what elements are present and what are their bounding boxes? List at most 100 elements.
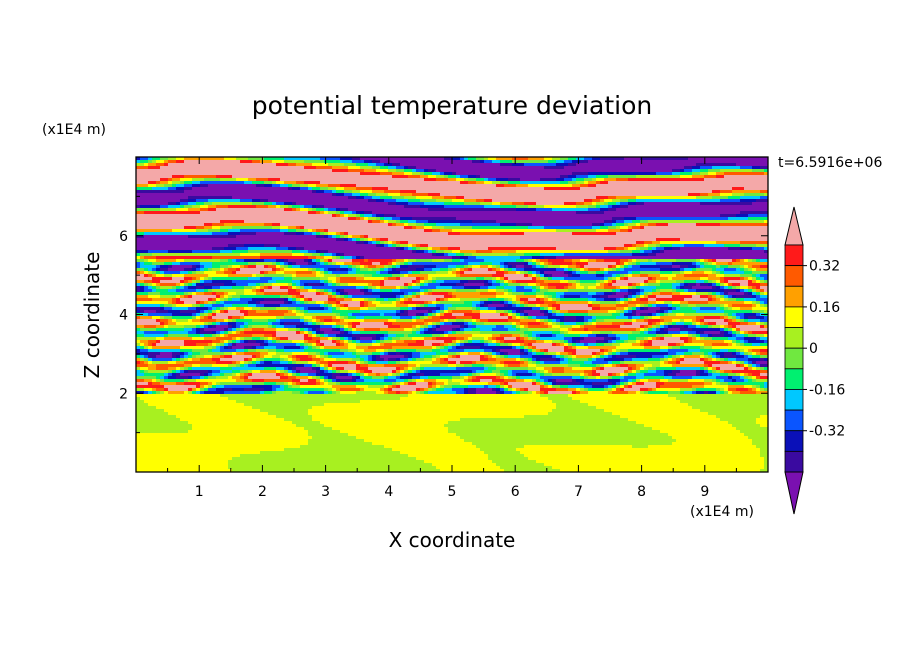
field-cell (588, 229, 593, 233)
field-cell (620, 199, 625, 203)
field-cell (624, 160, 629, 164)
field-cell (628, 193, 633, 197)
field-cell (388, 235, 393, 239)
field-cell (760, 175, 765, 179)
field-cell (404, 232, 409, 236)
field-cell (436, 235, 441, 239)
field-cell (460, 220, 465, 224)
field-cell (208, 226, 213, 230)
field-cell (192, 226, 197, 230)
field-cell (208, 250, 213, 254)
field-cell (432, 238, 437, 242)
field-cell (456, 169, 461, 173)
field-cell (404, 235, 409, 239)
field-cell (288, 160, 293, 164)
field-cell (656, 208, 661, 212)
field-cell (680, 202, 685, 206)
field-cell (200, 247, 205, 251)
field-cell (588, 208, 593, 212)
field-cell (176, 205, 181, 209)
field-cell (312, 184, 317, 188)
field-cell (168, 223, 173, 227)
field-cell (452, 211, 457, 215)
field-cell (588, 214, 593, 218)
field-cell (712, 214, 717, 218)
field-cell (408, 166, 413, 170)
field-cell (228, 178, 233, 182)
field-cell (336, 169, 341, 173)
field-cell (276, 235, 281, 239)
field-cell (504, 190, 509, 194)
field-cell (584, 181, 589, 185)
field-cell (368, 178, 373, 182)
field-cell (364, 238, 369, 242)
field-cell (680, 166, 685, 170)
field-cell (376, 205, 381, 209)
field-cell (688, 163, 693, 167)
field-cell (456, 250, 461, 254)
field-cell (500, 190, 505, 194)
field-cell (256, 166, 261, 170)
field-cell (660, 241, 665, 245)
field-cell (756, 202, 761, 206)
field-cell (180, 157, 185, 161)
field-cell (152, 184, 157, 188)
field-cell (320, 205, 325, 209)
field-cell (520, 238, 525, 242)
field-cell (272, 190, 277, 194)
field-cell (412, 223, 417, 227)
field-cell (592, 241, 597, 245)
field-cell (376, 163, 381, 167)
field-cell (596, 184, 601, 188)
field-cell (440, 169, 445, 173)
field-cell (476, 247, 481, 251)
field-cell (548, 157, 553, 161)
field-cell (348, 199, 353, 203)
field-cell (652, 238, 657, 242)
field-cell (196, 178, 201, 182)
field-cell (456, 196, 461, 200)
field-cell (252, 184, 257, 188)
field-cell (500, 187, 505, 191)
field-cell (712, 223, 717, 227)
field-cell (244, 211, 249, 215)
field-cell (448, 175, 453, 179)
field-cell (428, 229, 433, 233)
field-cell (312, 196, 317, 200)
field-cell (492, 196, 497, 200)
field-cell (168, 193, 173, 197)
field-cell (576, 229, 581, 233)
field-cell (584, 196, 589, 200)
field-cell (496, 202, 501, 206)
field-cell (448, 166, 453, 170)
field-cell (192, 232, 197, 236)
field-cell (380, 226, 385, 230)
field-cell (268, 214, 273, 218)
field-cell (144, 157, 149, 161)
field-cell (616, 181, 621, 185)
field-cell (304, 160, 309, 164)
field-cell (500, 235, 505, 239)
field-cell (724, 211, 729, 215)
field-cell (400, 241, 405, 245)
field-cell (192, 247, 197, 251)
field-cell (692, 172, 697, 176)
field-cell (428, 187, 433, 191)
field-cell (476, 241, 481, 245)
field-cell (156, 205, 161, 209)
field-cell (524, 247, 529, 251)
field-cell (648, 202, 653, 206)
field-cell (728, 172, 733, 176)
field-cell (492, 250, 497, 254)
field-cell (584, 193, 589, 197)
field-cell (584, 238, 589, 242)
field-cell (748, 244, 753, 248)
field-cell (188, 241, 193, 245)
field-cell (708, 169, 713, 173)
field-cell (620, 247, 625, 251)
field-cell (484, 190, 489, 194)
field-cell (152, 160, 157, 164)
field-cell (320, 235, 325, 239)
field-cell (316, 232, 321, 236)
field-cell (740, 223, 745, 227)
